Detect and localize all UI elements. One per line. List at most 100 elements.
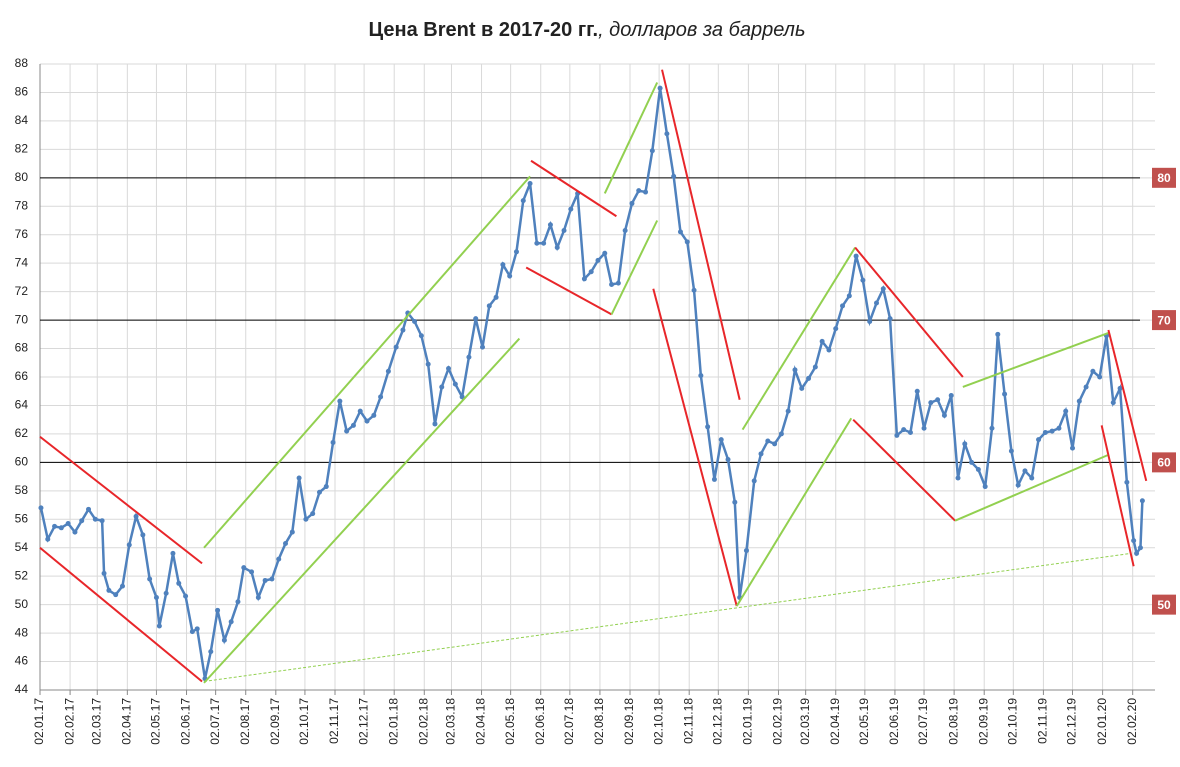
price-point bbox=[1029, 475, 1035, 481]
y-tick-label: 86 bbox=[15, 85, 29, 99]
price-point bbox=[751, 478, 757, 484]
x-tick-label: 02.09.19 bbox=[976, 698, 990, 745]
price-point bbox=[921, 425, 927, 431]
price-point bbox=[113, 592, 119, 598]
price-point bbox=[826, 347, 832, 353]
trend-line bbox=[39, 435, 203, 565]
price-point bbox=[743, 548, 749, 554]
price-point bbox=[846, 293, 852, 299]
price-point bbox=[393, 344, 399, 350]
price-point bbox=[534, 240, 540, 246]
x-tick-label: 02.03.17 bbox=[89, 698, 103, 745]
price-point bbox=[867, 319, 873, 325]
price-point bbox=[718, 437, 724, 443]
trend-line bbox=[203, 337, 521, 684]
price-point bbox=[163, 590, 169, 596]
price-point bbox=[840, 303, 846, 309]
title: Цена Brent в 2017-20 гг. bbox=[369, 19, 599, 41]
price-point bbox=[1008, 448, 1014, 454]
price-point bbox=[486, 303, 492, 309]
price-point bbox=[500, 262, 506, 268]
price-point bbox=[344, 428, 350, 434]
price-point bbox=[677, 229, 683, 235]
price-point bbox=[732, 499, 738, 505]
y-tick-label: 44 bbox=[15, 682, 29, 696]
price-point bbox=[140, 532, 146, 538]
chart-title: Цена Brent в 2017-20 гг., долларов за ба… bbox=[369, 19, 806, 41]
price-point bbox=[92, 516, 98, 522]
reference-label-box bbox=[1152, 452, 1176, 473]
price-point bbox=[541, 240, 547, 246]
price-point bbox=[671, 173, 677, 179]
price-point bbox=[194, 626, 200, 632]
price-point bbox=[853, 253, 859, 259]
x-tick-label: 02.07.18 bbox=[562, 698, 576, 745]
price-point bbox=[241, 565, 247, 571]
price-point bbox=[330, 439, 336, 445]
price-point bbox=[183, 593, 189, 599]
price-point bbox=[948, 392, 954, 398]
price-point bbox=[289, 529, 295, 535]
x-tick-label: 02.12.19 bbox=[1065, 698, 1079, 745]
price-point bbox=[156, 623, 162, 629]
price-point bbox=[425, 361, 431, 367]
reference-label-box bbox=[1152, 310, 1176, 331]
price-point bbox=[147, 576, 153, 582]
price-point bbox=[581, 276, 587, 282]
y-tick-label: 54 bbox=[15, 540, 29, 554]
price-point bbox=[473, 316, 479, 322]
x-tick-label: 02.01.18 bbox=[386, 698, 400, 745]
price-point bbox=[1076, 398, 1082, 404]
x-tick-label: 02.08.19 bbox=[946, 698, 960, 745]
price-point bbox=[1124, 479, 1130, 485]
price-point bbox=[38, 505, 44, 511]
x-tick-label: 02.04.19 bbox=[828, 698, 842, 745]
y-tick-label: 74 bbox=[15, 255, 29, 269]
price-point bbox=[364, 418, 370, 424]
price-point bbox=[323, 484, 329, 490]
price-point bbox=[568, 206, 574, 212]
x-tick-label: 02.07.17 bbox=[208, 698, 222, 745]
price-point bbox=[493, 294, 499, 300]
price-point bbox=[480, 344, 486, 350]
price-point bbox=[935, 397, 941, 403]
price-point bbox=[894, 432, 900, 438]
y-tick-label: 78 bbox=[15, 198, 29, 212]
price-point bbox=[1131, 538, 1137, 544]
price-point bbox=[765, 438, 771, 444]
y-tick-label: 80 bbox=[15, 170, 29, 184]
price-point bbox=[1015, 482, 1021, 488]
trend-line bbox=[854, 246, 964, 378]
price-point bbox=[1042, 429, 1048, 435]
x-tick-label: 02.10.17 bbox=[297, 698, 311, 745]
price-point bbox=[725, 457, 731, 463]
trend-line bbox=[735, 417, 853, 607]
x-tick-label: 02.09.18 bbox=[622, 698, 636, 745]
trend-line bbox=[525, 266, 613, 316]
trend-line bbox=[962, 331, 1109, 388]
price-point bbox=[170, 550, 176, 556]
price-point bbox=[153, 595, 159, 601]
price-point bbox=[255, 595, 261, 601]
price-point bbox=[385, 368, 391, 374]
price-point bbox=[466, 354, 472, 360]
price-point bbox=[609, 282, 615, 288]
price-point bbox=[86, 506, 92, 512]
price-point bbox=[357, 408, 363, 414]
y-tick-label: 76 bbox=[15, 227, 29, 241]
trend-line bbox=[39, 546, 203, 683]
trend-line bbox=[741, 247, 856, 431]
price-point bbox=[880, 286, 886, 292]
price-point bbox=[955, 475, 961, 481]
price-point bbox=[45, 536, 51, 542]
price-point bbox=[1139, 498, 1145, 504]
price-point bbox=[602, 250, 608, 256]
price-point bbox=[1083, 384, 1089, 390]
price-point bbox=[711, 476, 717, 482]
x-tick-label: 02.11.18 bbox=[681, 698, 695, 744]
y-tick-label: 66 bbox=[15, 369, 29, 383]
price-point bbox=[595, 257, 601, 263]
price-point bbox=[547, 222, 553, 228]
price-point bbox=[215, 607, 221, 613]
price-point bbox=[1049, 428, 1055, 434]
